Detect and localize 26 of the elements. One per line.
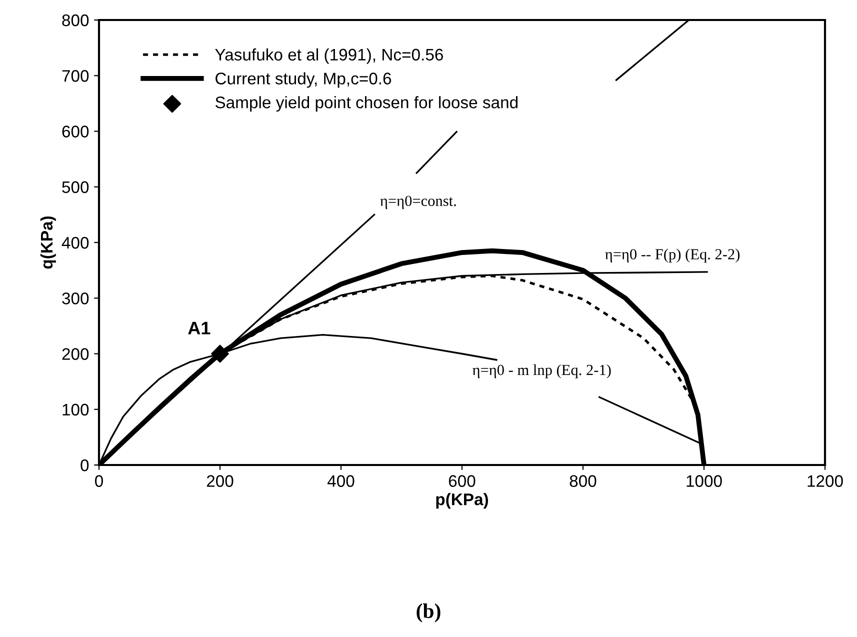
y-axis-title: q(KPa) xyxy=(40,216,56,269)
x-tick-label: 800 xyxy=(570,475,596,487)
y-tick-label: 0 xyxy=(80,459,89,472)
y-tick-label: 500 xyxy=(62,181,89,194)
annotation: η=η0 - m lnp (Eq. 2-1) xyxy=(472,364,611,378)
text: (b) xyxy=(416,603,440,622)
x-tick-label: 1200 xyxy=(808,475,843,487)
x-tick-label: 600 xyxy=(448,475,476,487)
y-tick-label: 300 xyxy=(62,292,89,304)
x-tick-label: 200 xyxy=(206,475,234,487)
annotation: A1 xyxy=(188,322,210,334)
x-tick-label: 400 xyxy=(327,475,354,487)
x-tick-label: 1000 xyxy=(686,475,722,487)
y-tick-label: 800 xyxy=(62,14,89,26)
legend-label: Yasufuko et al (1991), Nc=0.56 xyxy=(215,48,443,64)
legend-label: Sample yield point chosen for loose sand xyxy=(215,96,518,112)
y-tick-label: 600 xyxy=(62,126,89,138)
annotation: η=η0=const. xyxy=(380,196,456,210)
annotation: η=η0 -- F(p) (Eq. 2-2) xyxy=(605,248,740,263)
y-tick-label: 700 xyxy=(62,70,89,82)
y-tick-label: 100 xyxy=(62,404,89,416)
y-tick-label: 200 xyxy=(62,348,89,360)
x-axis-title: p(KPa) xyxy=(436,493,488,509)
legend-label: Current study, Mp,c=0.6 xyxy=(216,72,392,88)
x-tick-label: 0 xyxy=(95,475,103,487)
y-tick-label: 400 xyxy=(62,236,89,249)
